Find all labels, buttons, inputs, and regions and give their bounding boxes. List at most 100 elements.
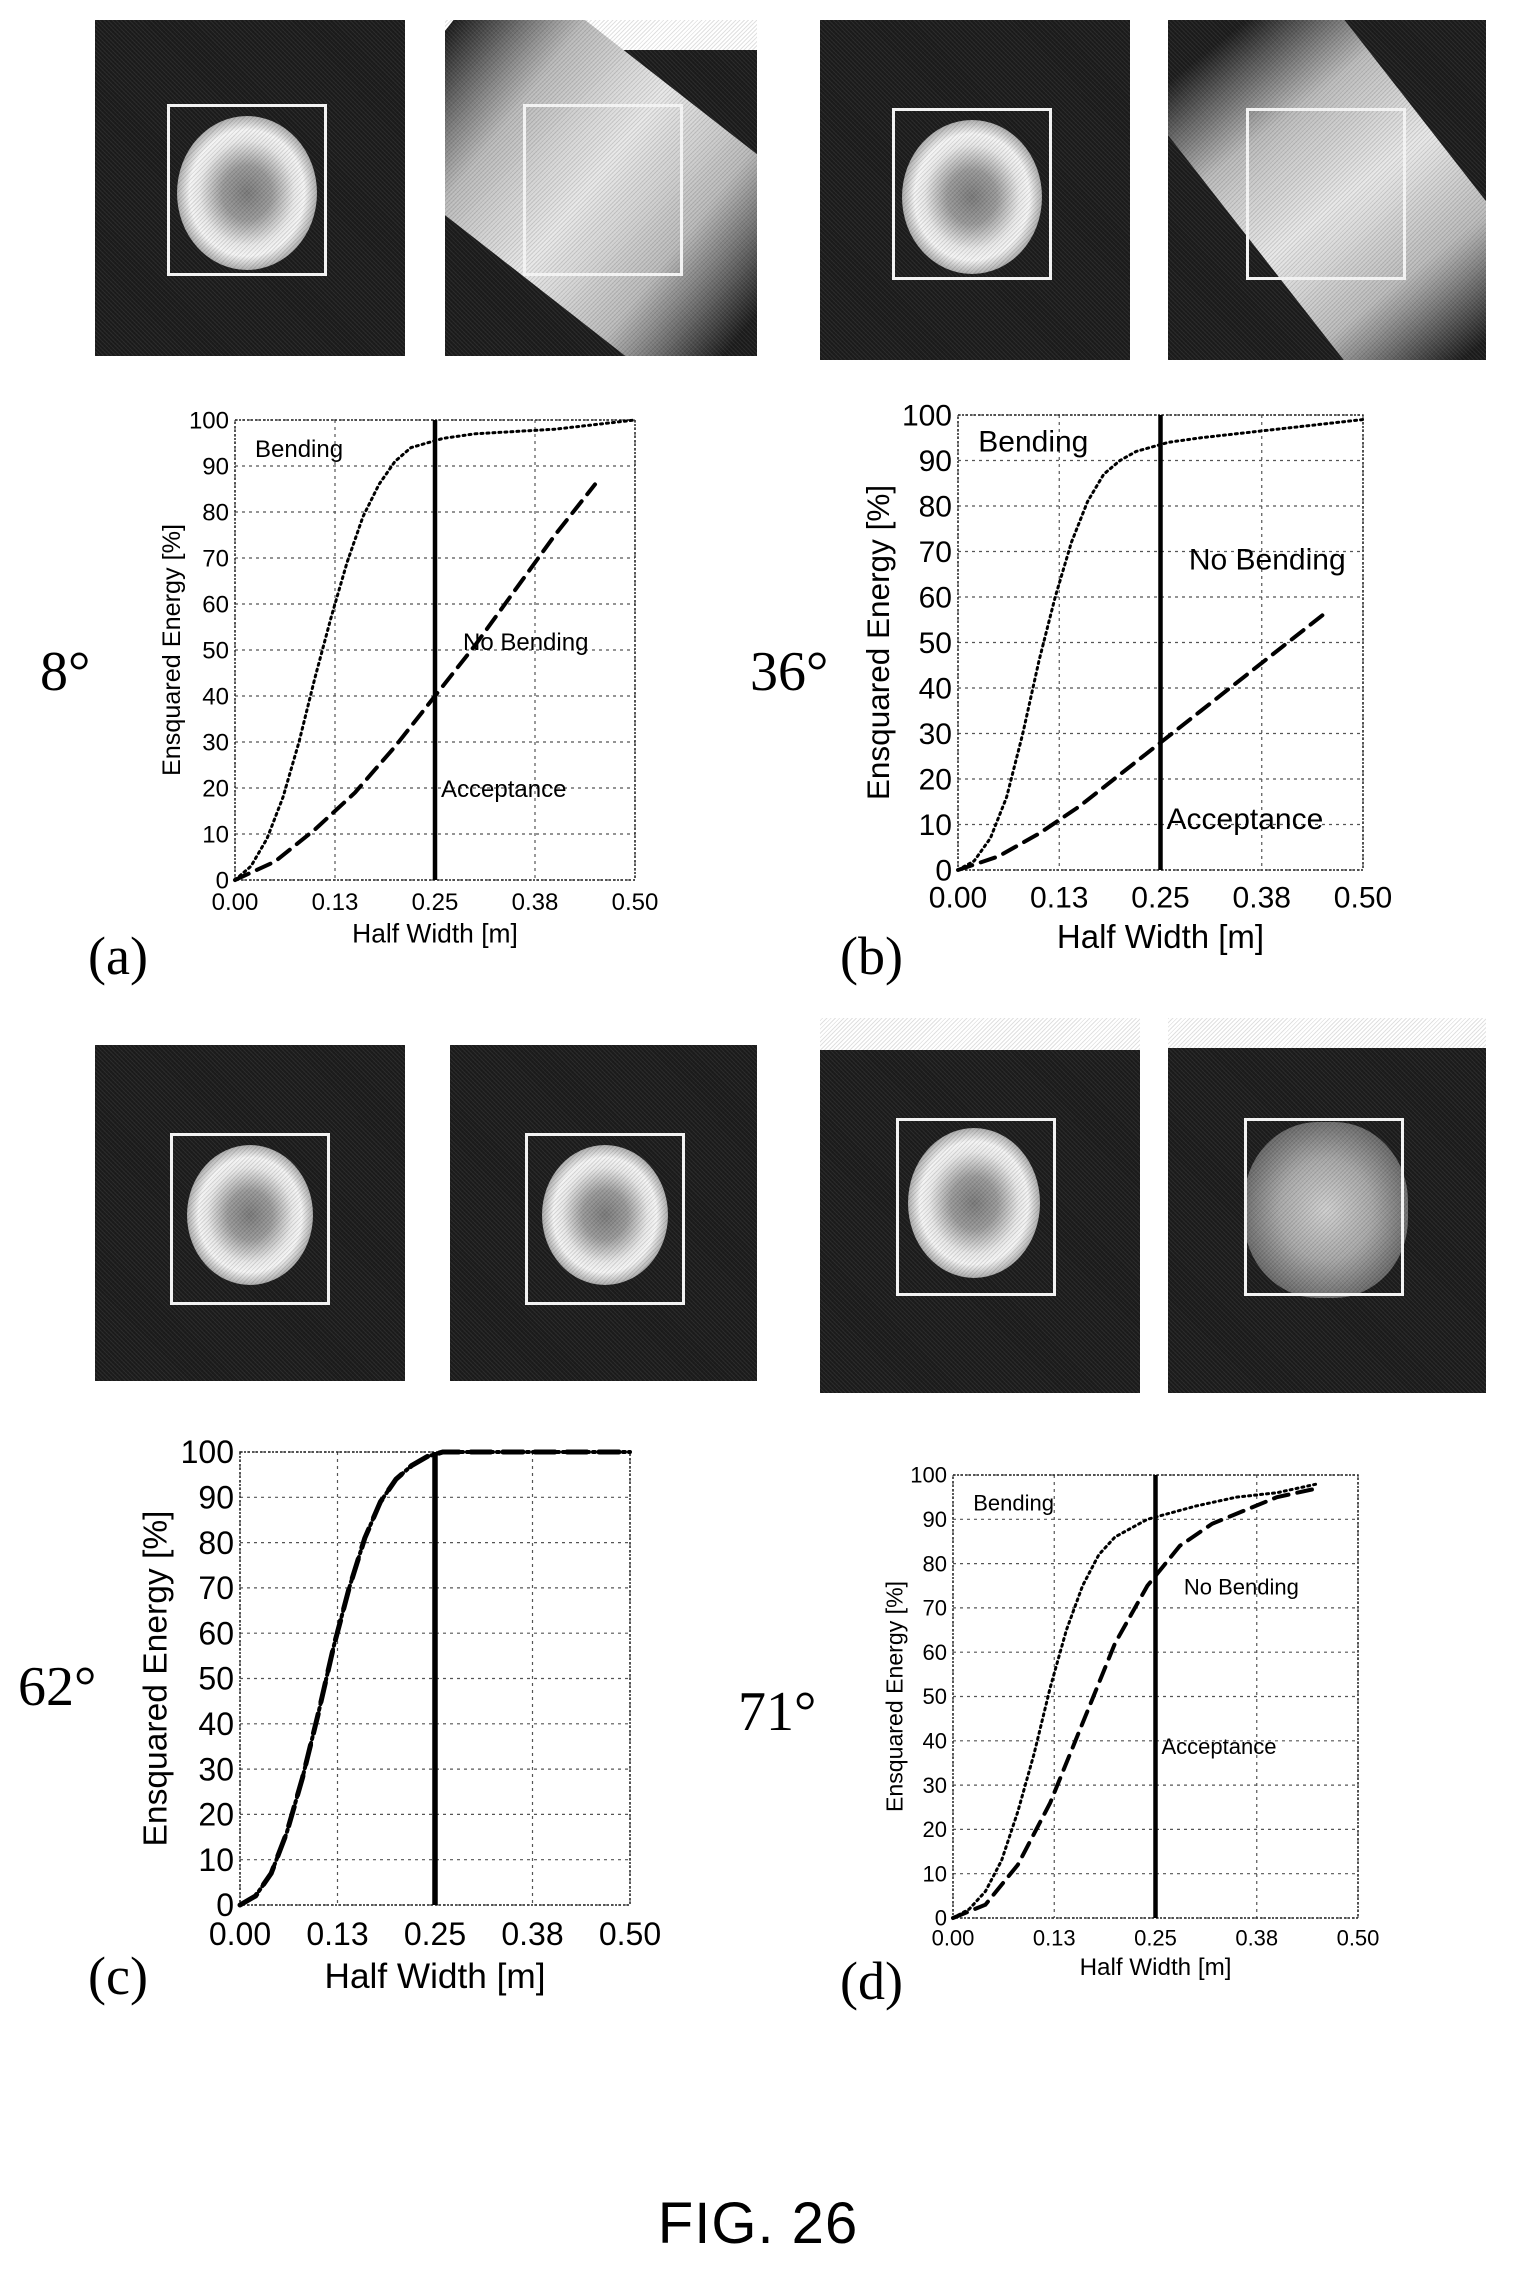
acceptance-annotation: Acceptance — [1167, 803, 1324, 836]
y-tick-label: 90 — [923, 1507, 947, 1532]
x-tick-label: 0.00 — [929, 882, 987, 915]
y-tick-label: 40 — [198, 1706, 234, 1742]
no-bending-annotation: No Bending — [463, 629, 588, 656]
y-tick-label: 20 — [198, 1797, 234, 1833]
y-tick-label: 10 — [202, 821, 229, 848]
y-tick-label: 80 — [202, 499, 229, 526]
y-tick-label: 40 — [923, 1729, 947, 1754]
x-axis-label: Half Width [m] — [1057, 918, 1264, 955]
y-tick-label: 30 — [919, 718, 952, 751]
bending-annotation: Bending — [255, 436, 343, 463]
y-tick-label: 0 — [935, 1906, 947, 1931]
y-tick-label: 60 — [919, 582, 952, 615]
series-no-bending — [956, 613, 1325, 872]
y-tick-label: 40 — [919, 673, 952, 706]
series-no-bending — [237, 1449, 633, 1908]
no-bending-annotation: No Bending — [1184, 1575, 1299, 1600]
y-tick-label: 0 — [216, 867, 229, 894]
y-tick-label: 80 — [923, 1551, 947, 1576]
y-tick-label: 10 — [198, 1842, 234, 1878]
y-tick-label: 40 — [202, 683, 229, 710]
y-tick-label: 70 — [202, 545, 229, 572]
y-tick-label: 50 — [198, 1661, 234, 1697]
y-axis-label: Ensquared Energy [%] — [881, 1581, 907, 1812]
angle-label: 62° — [18, 1656, 97, 1718]
x-tick-label: 0.50 — [1334, 882, 1392, 915]
x-tick-label: 0.25 — [412, 889, 459, 916]
beam-image-no-bending — [445, 20, 757, 356]
y-tick-label: 60 — [923, 1640, 947, 1665]
y-tick-label: 70 — [198, 1570, 234, 1606]
chart-a: 0.00 0.13 0.25 0.38 0.50 0 10 20 30 40 50 60 70 80 90 1… — [158, 407, 659, 948]
y-tick-label: 20 — [923, 1817, 947, 1842]
series-bending — [233, 418, 637, 882]
y-tick-label: 100 — [910, 1463, 947, 1488]
chart-c: 0.00 0.13 0.25 0.38 0.50 0 10 20 30 40 50 60 70 80 90 1… — [137, 1434, 661, 1996]
y-tick-label: 100 — [189, 407, 229, 434]
y-axis-label: Ensquared Energy [%] — [860, 485, 896, 800]
x-tick-label: 0.50 — [599, 1916, 661, 1952]
panel-b: 36° (b) 0.00 0.13 0.25 0.38 0.50 0 10 20 30 40 50 6… — [750, 0, 1516, 1000]
beam-image-bending — [95, 1045, 405, 1381]
y-axis-label: Ensquared Energy [%] — [158, 524, 186, 776]
panel-c: 62° (c) 0.00 0.13 0.25 0.38 0.50 0 10 20 30 40 50 6… — [0, 1000, 758, 2006]
x-tick-label: 0.00 — [212, 889, 259, 916]
beam-image-bending — [820, 20, 1130, 360]
y-tick-label: 30 — [202, 729, 229, 756]
y-tick-label: 90 — [202, 453, 229, 480]
x-tick-label: 0.50 — [1337, 1926, 1380, 1951]
y-tick-label: 50 — [202, 637, 229, 664]
bending-annotation: Bending — [978, 425, 1088, 458]
x-tick-label: 0.38 — [501, 1916, 563, 1952]
bending-annotation: Bending — [973, 1490, 1054, 1515]
beam-image-bending — [95, 20, 405, 356]
x-tick-label: 0.25 — [404, 1916, 466, 1952]
beam-image-no-bending — [1168, 1018, 1486, 1393]
x-axis-label: Half Width [m] — [325, 1957, 546, 1996]
y-tick-label: 80 — [919, 491, 952, 524]
chart-b: 0.00 0.13 0.25 0.38 0.50 0 10 20 30 40 50 60 70 80 90 1… — [860, 400, 1392, 956]
series-no-bending — [233, 482, 597, 882]
y-tick-label: 70 — [923, 1596, 947, 1621]
x-tick-label: 0.50 — [612, 889, 659, 916]
y-tick-label: 80 — [198, 1525, 234, 1561]
y-tick-label: 70 — [919, 536, 952, 569]
x-tick-label: 0.13 — [1030, 882, 1088, 915]
figure-label: FIG. 26 — [657, 2191, 859, 2256]
y-tick-label: 60 — [202, 591, 229, 618]
series-bending — [956, 418, 1365, 872]
angle-label: 71° — [738, 1681, 817, 1743]
plot-frame — [957, 414, 1364, 871]
y-tick-label: 50 — [919, 627, 952, 660]
panel-a: 8° (a) 0.00 0.13 0.25 0.38 0.50 0 10 20 30 40 50 60… — [0, 0, 758, 1000]
beam-image-no-bending — [1168, 20, 1486, 360]
x-tick-label: 0.38 — [1233, 882, 1291, 915]
x-tick-label: 0.13 — [312, 889, 359, 916]
series-bending — [951, 1482, 1319, 1920]
y-tick-label: 60 — [198, 1615, 234, 1651]
y-tick-label: 100 — [902, 400, 952, 433]
x-tick-label: 0.00 — [932, 1926, 975, 1951]
panel-label: (b) — [840, 926, 903, 986]
x-tick-label: 0.25 — [1131, 882, 1189, 915]
y-tick-label: 30 — [198, 1751, 234, 1787]
y-tick-label: 20 — [919, 764, 952, 797]
y-tick-label: 100 — [181, 1434, 234, 1470]
panel-d: 71° (d) 0.00 0.13 0.25 0.38 0.50 0 10 20 30 40 50 6… — [738, 1000, 1516, 2011]
x-axis-label: Half Width [m] — [1080, 1954, 1232, 1981]
angle-label: 8° — [40, 641, 91, 703]
y-tick-label: 10 — [923, 1861, 947, 1886]
y-tick-label: 10 — [919, 809, 952, 842]
x-tick-label: 0.13 — [306, 1916, 368, 1952]
x-tick-label: 0.25 — [1134, 1926, 1177, 1951]
x-tick-label: 0.13 — [1033, 1926, 1076, 1951]
panel-label: (c) — [88, 1946, 148, 2006]
series-no-bending — [951, 1486, 1320, 1920]
y-tick-label: 20 — [202, 775, 229, 802]
x-tick-label: 0.38 — [512, 889, 559, 916]
x-tick-label: 0.00 — [209, 1916, 271, 1952]
y-axis-label: Ensquared Energy [%] — [137, 1511, 174, 1847]
y-tick-label: 0 — [216, 1887, 234, 1923]
angle-label: 36° — [750, 641, 829, 703]
y-tick-label: 30 — [923, 1773, 947, 1798]
